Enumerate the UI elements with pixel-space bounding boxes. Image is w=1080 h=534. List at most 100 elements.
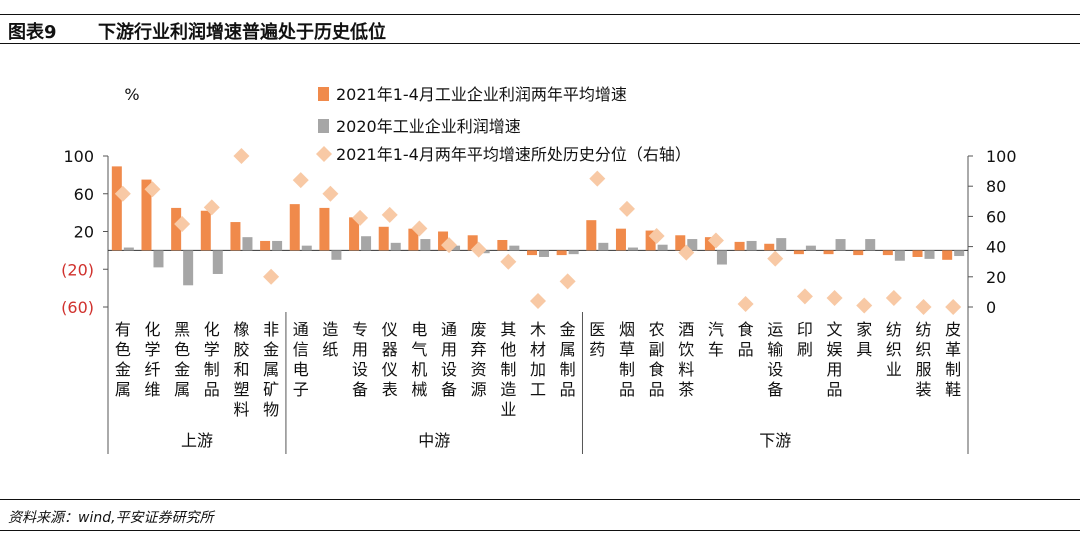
category-label: 印刷 xyxy=(797,320,813,359)
bar-series-2 xyxy=(361,236,372,251)
bar-series-1 xyxy=(378,226,389,251)
legend-label: 2021年1-4月两年平均增速所处历史分位（右轴） xyxy=(336,145,691,164)
group-label: 上游 xyxy=(181,431,213,450)
diamond-marker xyxy=(737,295,754,312)
right-tick-label: 0 xyxy=(986,298,996,317)
diamond-marker xyxy=(648,228,665,245)
bar-series-1 xyxy=(704,237,715,251)
diamond-marker xyxy=(470,241,487,258)
bar-series-1 xyxy=(141,179,152,251)
bar-series-1 xyxy=(882,250,893,256)
diamond-marker xyxy=(411,220,428,237)
bar-series-2 xyxy=(183,250,194,286)
bar-series-1 xyxy=(734,241,745,251)
category-label: 专用设备 xyxy=(352,320,368,399)
footer-rule-bottom xyxy=(0,530,1080,531)
category-label: 化学制品 xyxy=(204,320,220,399)
bar-series-1 xyxy=(467,235,478,251)
left-tick-label: 60 xyxy=(74,185,94,204)
bar-series-2 xyxy=(479,250,490,254)
category-label: 农副食品 xyxy=(649,320,665,399)
diamond-marker xyxy=(589,170,606,187)
left-tick-label: 100 xyxy=(63,147,94,166)
bar-series-1 xyxy=(171,207,182,251)
bar-series-1 xyxy=(438,231,449,251)
bar-series-1 xyxy=(200,210,211,251)
diamond-marker xyxy=(174,215,191,232)
left-tick-label: (60) xyxy=(61,298,94,317)
bar-series-2 xyxy=(242,237,253,251)
category-label: 木材加工 xyxy=(530,320,546,399)
combo-chart: 100 60 20 (20) (60)% 100 80 60 40 20 0 有色金属化学纤维黑色金属… xyxy=(61,85,1017,454)
category-label: 电气机械 xyxy=(411,320,427,399)
category-label: 文娱用品 xyxy=(827,320,843,399)
category-label: 仪器仪表 xyxy=(382,320,398,399)
left-unit-label: % xyxy=(124,85,139,104)
diamond-marker xyxy=(856,297,873,314)
bar-series-1 xyxy=(645,230,656,251)
right-tick-label: 20 xyxy=(986,268,1006,287)
bar-series-1 xyxy=(497,239,508,251)
diamond-marker xyxy=(885,289,902,306)
bar-series-2 xyxy=(627,247,638,251)
legend-label: 2021年1-4月工业企业利润两年平均增速 xyxy=(336,85,627,104)
bar-series-2 xyxy=(716,250,727,265)
category-label: 纺织业 xyxy=(886,320,902,379)
diamond-marker xyxy=(441,237,458,254)
bar-series-2 xyxy=(450,245,461,251)
category-label: 通用设备 xyxy=(441,320,457,399)
bar-series-1 xyxy=(675,235,686,251)
bar-series-2 xyxy=(272,240,283,251)
category-label: 烟草制品 xyxy=(619,320,635,399)
legend-swatch-series-2 xyxy=(318,119,329,133)
bar-series-1 xyxy=(823,250,834,255)
footer-rule xyxy=(0,499,1080,500)
left-tick-label: (20) xyxy=(61,260,94,279)
bar-series-1 xyxy=(764,243,775,251)
diamond-marker xyxy=(233,148,250,164)
diamond-marker xyxy=(945,299,962,315)
category-label: 橡胶和塑料 xyxy=(233,320,249,419)
bar-series-2 xyxy=(805,245,816,251)
figure-header: 图表9 下游行业利润增速普遍处于历史低位 xyxy=(0,0,1080,44)
bar-series-2 xyxy=(153,250,164,268)
bar-series-2 xyxy=(687,239,698,251)
bar-series-2 xyxy=(539,250,549,257)
bar-series-2 xyxy=(598,242,609,251)
category-label: 纺织服装 xyxy=(916,320,932,399)
diamond-marker xyxy=(826,289,843,306)
category-label: 酒饮料茶 xyxy=(678,320,694,399)
diamond-marker xyxy=(144,181,161,198)
category-label: 化学纤维 xyxy=(144,320,160,399)
figure-title: 下游行业利润增速普遍处于历史低位 xyxy=(98,22,386,43)
legend-label: 2020年工业企业利润增速 xyxy=(336,117,521,136)
bar-series-1 xyxy=(527,250,537,256)
right-tick-label: 100 xyxy=(986,147,1017,166)
diamond-marker xyxy=(352,209,369,226)
bar-series-2 xyxy=(331,250,342,260)
legend-swatch-series-3 xyxy=(316,146,332,162)
diamond-marker xyxy=(292,172,309,189)
category-label: 其他制造业 xyxy=(500,320,516,419)
category-label: 非金属矿物 xyxy=(263,320,279,419)
bar-series-2 xyxy=(746,240,757,251)
bar-series-2 xyxy=(568,250,579,255)
category-label: 运输设备 xyxy=(767,320,783,399)
diamond-marker xyxy=(114,185,131,202)
diamond-marker xyxy=(559,273,576,290)
bar-series-1 xyxy=(289,204,300,251)
bar-series-1 xyxy=(556,250,567,256)
bar-series-1 xyxy=(793,250,804,255)
bar-series-2 xyxy=(509,245,520,251)
category-label: 医药 xyxy=(589,320,605,359)
left-tick-label: 20 xyxy=(74,223,94,242)
bar-series-2 xyxy=(123,247,134,251)
bar-series-1 xyxy=(942,250,953,260)
legend-swatch-series-1 xyxy=(318,87,329,101)
diamond-marker xyxy=(203,199,220,216)
bar-series-1 xyxy=(230,222,241,251)
category-label: 食品 xyxy=(738,320,754,359)
diamond-marker xyxy=(322,185,339,202)
category-label: 汽车 xyxy=(708,320,724,359)
bar-series-2 xyxy=(835,239,846,251)
